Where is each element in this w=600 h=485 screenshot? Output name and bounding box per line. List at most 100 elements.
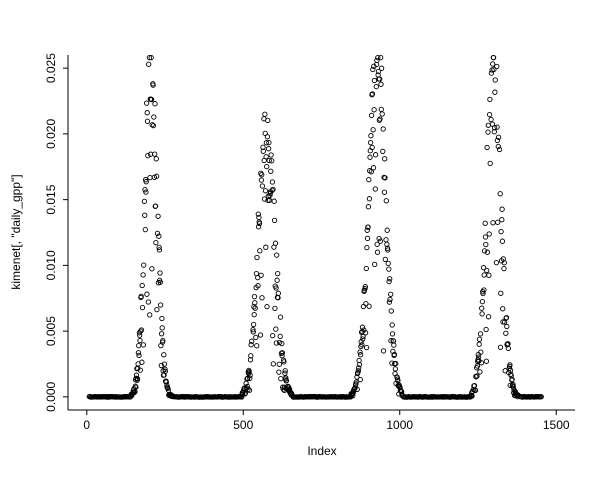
data-point	[265, 146, 272, 152]
data-point	[477, 369, 483, 375]
data-point	[366, 176, 372, 183]
data-point	[364, 244, 370, 251]
y-tick-label: 0.010	[44, 250, 58, 280]
data-point	[389, 322, 395, 328]
data-point	[273, 326, 279, 332]
data-point	[265, 117, 271, 124]
data-point	[485, 129, 491, 135]
data-point	[363, 265, 369, 272]
data-point	[246, 369, 252, 375]
data-point	[368, 133, 374, 139]
data-point	[270, 332, 276, 339]
data-point	[242, 391, 248, 397]
data-point	[509, 376, 515, 383]
data-point	[374, 241, 380, 247]
data-point	[484, 144, 490, 151]
data-point	[360, 336, 366, 342]
data-point	[152, 151, 158, 157]
data-point	[139, 282, 145, 289]
data-point	[264, 134, 271, 140]
data-point	[270, 361, 276, 367]
data-point	[244, 376, 250, 382]
data-point	[146, 61, 152, 67]
data-point	[354, 386, 360, 393]
data-point	[515, 392, 522, 399]
data-point	[372, 186, 378, 192]
data-point	[137, 337, 143, 344]
data-point	[160, 337, 166, 344]
y-axis-label: kimenet[, "daily_gpp"]	[9, 174, 23, 289]
data-point	[374, 249, 381, 255]
data-point	[275, 290, 281, 296]
data-point	[251, 311, 257, 318]
data-point	[494, 63, 500, 70]
data-point	[365, 224, 371, 230]
data-point	[153, 156, 159, 162]
data-point	[500, 306, 506, 312]
data-point	[137, 328, 144, 334]
data-point	[144, 291, 150, 297]
data-point	[495, 219, 501, 225]
data-point	[279, 353, 285, 359]
data-point	[367, 154, 373, 160]
data-point	[144, 118, 151, 124]
data-point	[356, 365, 362, 371]
data-point	[370, 66, 376, 73]
data-point	[371, 77, 378, 84]
data-point	[391, 351, 398, 358]
data-point	[481, 248, 488, 254]
data-point	[371, 107, 377, 113]
data-point	[149, 122, 155, 128]
data-point	[380, 126, 386, 132]
x-tick-label: 1500	[543, 418, 570, 432]
x-tick-label: 0	[83, 418, 90, 432]
y-tick-label: 0.020	[44, 119, 58, 149]
data-point	[257, 248, 263, 254]
data-point	[393, 360, 399, 367]
data-point	[283, 378, 290, 384]
data-point	[384, 227, 390, 233]
data-point	[250, 327, 256, 333]
data-point	[277, 314, 284, 320]
data-point	[382, 156, 388, 162]
data-point	[258, 272, 264, 278]
data-point	[473, 374, 479, 380]
data-point	[391, 342, 397, 348]
data-point	[380, 348, 387, 354]
data-point	[276, 369, 282, 375]
data-point	[365, 204, 372, 210]
data-point	[357, 352, 364, 358]
data-point	[493, 259, 500, 266]
data-point	[244, 383, 250, 390]
data-point	[148, 96, 155, 103]
y-tick-label: 0.000	[44, 382, 58, 412]
data-point	[377, 76, 383, 82]
data-point	[253, 334, 259, 341]
data-point	[269, 158, 275, 164]
data-point	[358, 339, 364, 345]
data-points	[86, 54, 544, 400]
data-point	[162, 366, 168, 372]
data-point	[367, 139, 374, 146]
data-point	[389, 360, 395, 366]
data-point	[486, 272, 492, 278]
data-point	[490, 61, 496, 67]
data-point	[248, 342, 254, 348]
x-tick-label: 500	[233, 418, 253, 432]
data-point	[487, 160, 493, 167]
data-point	[491, 66, 497, 73]
data-point	[246, 387, 253, 393]
data-point	[388, 291, 394, 297]
data-point	[480, 265, 487, 271]
data-point	[266, 139, 272, 146]
data-point	[155, 213, 161, 219]
data-point	[374, 57, 380, 64]
data-point	[150, 122, 157, 129]
data-point	[492, 89, 498, 95]
data-point	[378, 65, 385, 71]
data-point	[495, 134, 502, 140]
data-point	[359, 324, 366, 330]
data-point	[154, 306, 160, 313]
data-point	[250, 329, 256, 335]
